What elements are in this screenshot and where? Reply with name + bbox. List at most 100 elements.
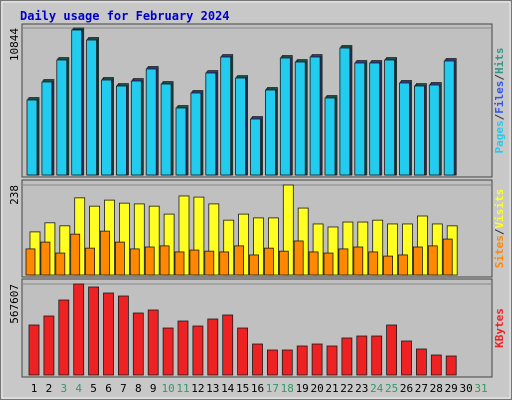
bar (118, 295, 129, 376)
bar (413, 85, 425, 176)
bar (85, 247, 95, 276)
bar (443, 60, 455, 176)
x-tick-label: 14 (221, 382, 235, 395)
bar (293, 240, 304, 276)
bar (386, 324, 398, 376)
bar (177, 320, 189, 376)
x-tick-label: 18 (281, 382, 294, 395)
x-tick-label: 15 (236, 382, 249, 395)
x-tick-label: 9 (150, 382, 157, 395)
bar (25, 248, 36, 276)
legend-separator: / (493, 113, 506, 120)
bar (356, 335, 368, 376)
x-tick-label: 5 (90, 382, 97, 395)
bar (219, 251, 230, 276)
bar (341, 337, 353, 376)
x-tick-label: 19 (296, 382, 309, 395)
bar (428, 84, 440, 176)
x-tick-label: 2 (46, 382, 53, 395)
bar (70, 233, 81, 276)
bar (353, 246, 364, 276)
bar (73, 283, 85, 376)
x-tick-label: 16 (251, 382, 264, 395)
x-tick-label: 10 (161, 382, 174, 395)
bar (41, 81, 53, 176)
bar (43, 315, 55, 376)
bar (323, 252, 334, 276)
bar (309, 56, 321, 176)
legend: KBytes (493, 308, 506, 348)
x-tick-label: 1 (31, 382, 38, 395)
bar (235, 77, 247, 176)
bar (159, 245, 170, 276)
bar (129, 248, 140, 276)
bar (162, 327, 174, 376)
x-tick-label: 17 (266, 382, 279, 395)
bar (144, 246, 155, 276)
x-tick-label: 7 (120, 382, 127, 395)
x-tick-label: 24 (370, 382, 384, 395)
bar (324, 97, 336, 176)
legend-entry: Sites (493, 235, 506, 268)
bar (175, 107, 187, 176)
x-tick-label: 8 (135, 382, 142, 395)
bar (427, 245, 438, 276)
x-tick-label: 30 (459, 382, 472, 395)
bar (130, 80, 142, 176)
bar (371, 335, 383, 376)
bar (101, 79, 112, 176)
bar (237, 327, 249, 376)
legend-entry: Pages (493, 120, 506, 153)
x-tick-label: 4 (75, 382, 82, 395)
bar (145, 68, 157, 176)
bar (28, 324, 40, 376)
bar (174, 251, 185, 276)
x-tick-label: 6 (105, 382, 112, 395)
bar (26, 99, 38, 176)
bar (56, 59, 68, 176)
x-tick-label: 28 (430, 382, 443, 395)
bar (147, 309, 159, 376)
bar (250, 118, 261, 176)
bar (415, 348, 427, 376)
y-tick-label: 567607 (8, 284, 21, 324)
bar (281, 349, 293, 376)
y-tick-label: 10844 (8, 28, 21, 61)
bar (55, 252, 66, 276)
bar (311, 343, 323, 376)
bar (308, 251, 319, 276)
x-tick-label: 3 (60, 382, 67, 395)
bar (132, 312, 144, 376)
bar (189, 249, 200, 276)
legend-entry: Visits (493, 189, 506, 229)
legend-entry: Hits (493, 48, 506, 75)
x-tick-label: 13 (206, 382, 219, 395)
bar (279, 57, 291, 176)
bar (384, 59, 396, 176)
bar (249, 254, 259, 276)
bar (86, 39, 97, 176)
bar (100, 230, 110, 276)
bar (266, 349, 278, 376)
legend-separator: / (493, 74, 506, 81)
bar (442, 238, 453, 276)
bar (264, 89, 276, 176)
bar (430, 354, 442, 376)
bar (160, 83, 172, 176)
x-tick-label: 29 (445, 382, 458, 395)
bar (220, 56, 232, 176)
bar (383, 255, 394, 276)
bar (207, 318, 219, 376)
bar (401, 340, 412, 376)
bar (88, 286, 99, 376)
bar (222, 314, 234, 376)
bar (339, 47, 351, 176)
chart-title: Daily usage for February 2024 (20, 9, 230, 23)
bar (205, 72, 217, 176)
bar (445, 355, 457, 376)
bar (398, 254, 408, 276)
x-tick-label: 27 (415, 382, 428, 395)
x-tick-label: 23 (355, 382, 368, 395)
bar (234, 245, 245, 276)
